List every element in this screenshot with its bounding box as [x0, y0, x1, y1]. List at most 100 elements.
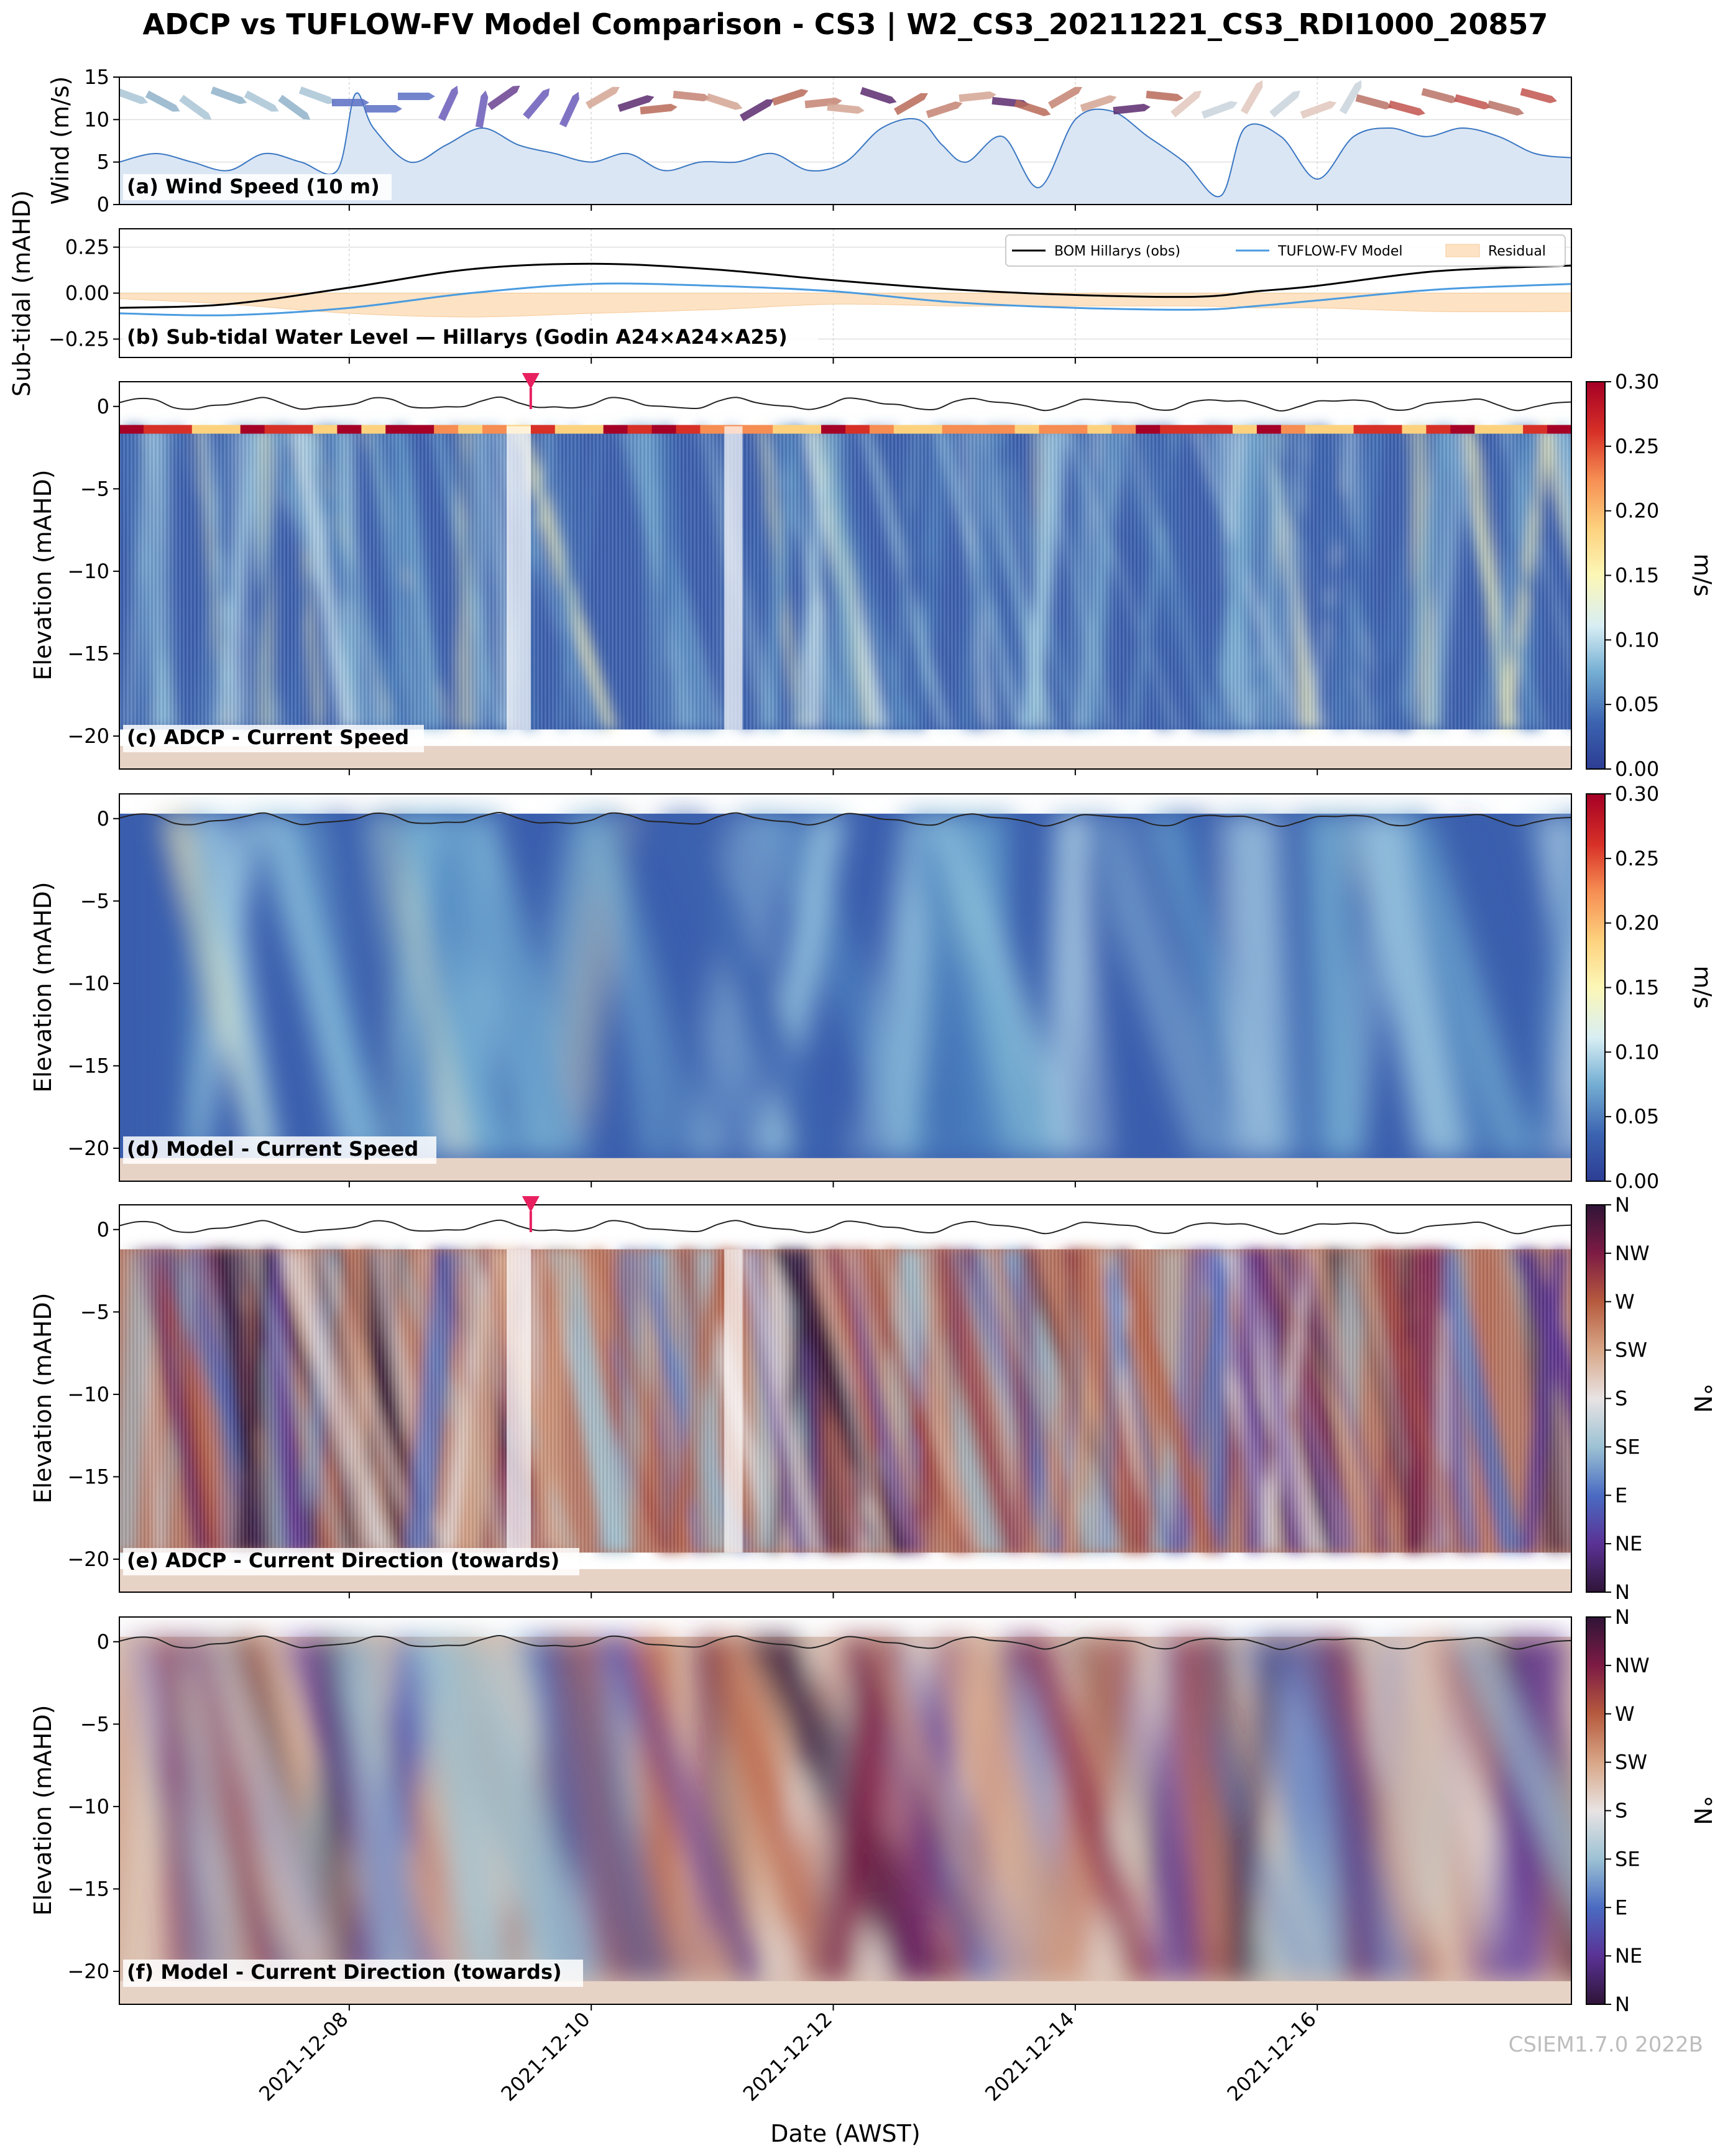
surface-bin — [797, 425, 822, 434]
surface-bin — [119, 425, 144, 434]
wind-barb — [278, 94, 311, 120]
model-line — [119, 282, 1571, 316]
colorbar-tick-label: 0.25 — [1615, 435, 1659, 458]
y-tick-label: −20 — [67, 1547, 109, 1571]
colorbar-tick-label: S — [1615, 1799, 1627, 1823]
panel-model-direction: −20 −15 −10 −5 0 Elevation (mAHD) (f) Model … — [29, 1616, 1572, 2005]
surface-bin — [748, 425, 774, 434]
heatmap-streak — [930, 813, 1088, 1158]
y-tick-label: −15 — [67, 642, 109, 665]
wind-barb-shape — [365, 105, 402, 113]
wind-barb-shape — [804, 97, 842, 109]
colorbar-tick-label: NW — [1615, 1654, 1650, 1677]
heatmap-streak — [927, 1636, 1077, 1981]
wind-barb-shape — [1146, 90, 1184, 102]
panel-label-c: (c) ADCP - Current Speed — [127, 726, 409, 749]
data-gap — [724, 1249, 743, 1553]
colorbar-model-direction: N NE E SE S SW W NW N °N — [1586, 1605, 1715, 2016]
surface-bin — [845, 425, 870, 434]
wind-barb — [119, 86, 149, 104]
y-tick-label: −15 — [67, 1054, 109, 1077]
surface-bin — [603, 425, 628, 434]
colorbar-adcp-speed-ticks: 0.00 0.05 0.10 0.15 0.20 0.25 0.30 — [1605, 370, 1659, 781]
wind-barb-shape — [438, 85, 458, 121]
figure-title: ADCP vs TUFLOW-FV Model Comparison - CS3… — [143, 7, 1548, 42]
surface-bin — [143, 425, 168, 434]
wind-speed-area — [119, 93, 1571, 205]
wind-barb-shape — [1454, 94, 1491, 109]
colorbar-model-speed-ticks: 0.00 0.05 0.10 0.15 0.20 0.25 0.30 — [1605, 782, 1659, 1193]
subtidal-y-label: Sub-tidal (mAHD) — [8, 190, 35, 397]
colorbar-tick-label: 0.20 — [1615, 911, 1659, 935]
wind-barb-shape — [1170, 90, 1202, 117]
wind-barb-shape — [1487, 100, 1524, 116]
y-tick-label: −5 — [80, 1712, 109, 1736]
surface-bin — [893, 425, 919, 434]
heatmap-texture — [119, 1249, 1571, 1553]
colorbar-adcp-direction: N NE E SE S SW W NW N °N — [1586, 1193, 1715, 1604]
wind-barb — [1454, 94, 1491, 109]
wind-barb-shape — [487, 85, 520, 111]
wind-barb — [894, 93, 928, 116]
watermark: CSIEM1.7.0 2022B — [1509, 2032, 1703, 2057]
wind-barb-shape — [586, 86, 620, 109]
colorbar-tick-label: W — [1615, 1702, 1635, 1726]
wind-barb — [1421, 88, 1458, 103]
y-tick-label: −15 — [67, 1465, 109, 1488]
wind-y-ticks: 0 5 10 15 — [84, 65, 119, 216]
data-gap — [506, 1249, 531, 1553]
wind-barb — [210, 86, 247, 104]
surface-bin — [1039, 425, 1064, 434]
wind-barb — [438, 85, 458, 121]
wind-barb — [1300, 101, 1337, 119]
colorbar-tick-label: 0.00 — [1615, 757, 1659, 781]
adcp-time-marker — [522, 373, 540, 409]
wind-barb-shape — [523, 88, 550, 119]
wind-barb — [559, 91, 579, 127]
surface-bin — [676, 425, 701, 434]
heatmap-streaks — [119, 1636, 1571, 1981]
panel-adcp-speed: −20 −15 −10 −5 0 Elevation (mAHD) (c) ADCP -… — [29, 373, 1572, 770]
heatmap-streak — [119, 1636, 142, 1876]
wind-barb-shape — [771, 89, 809, 106]
model-speed-y-ticks: −20 −15 −10 −5 0 — [67, 807, 119, 1160]
panel-label-d: (d) Model - Current Speed — [127, 1137, 418, 1161]
wind-barb — [926, 101, 963, 118]
colorbar-tick-label: 0.05 — [1615, 1105, 1659, 1128]
wind-barb-shape — [1520, 88, 1557, 103]
heatmap-streak — [600, 1636, 770, 1981]
data-gap — [506, 426, 531, 730]
heatmap-streak — [1016, 1636, 1159, 1981]
y-tick-label: −5 — [80, 1300, 109, 1324]
wind-barb-shape — [1300, 101, 1337, 119]
wind-barb — [617, 95, 655, 112]
wind-barb-shape — [1269, 90, 1300, 117]
x-tick-label: 2021-12-10 — [496, 2007, 594, 2106]
heatmap-streak — [159, 1636, 193, 1981]
y-tick-label: −5 — [80, 889, 109, 913]
wind-barb-shape — [894, 93, 928, 116]
x-axis-label: Date (AWST) — [770, 2120, 920, 2147]
colorbar-tick-label: N — [1615, 1193, 1630, 1217]
surface-bin — [579, 425, 604, 434]
wind-barb-shape — [244, 90, 279, 112]
legend-residual-label: Residual — [1488, 244, 1546, 259]
wind-barb-shape — [1355, 94, 1392, 109]
y-tick-label: 15 — [84, 65, 109, 89]
heatmap-streak — [1450, 1636, 1571, 1909]
model-dir-surface-line — [119, 1635, 1571, 1651]
wind-barb — [1170, 90, 1202, 117]
model-direction-y-label: Elevation (mAHD) — [29, 1705, 57, 1915]
heatmap-streak — [1221, 1636, 1287, 1981]
y-tick-label: −10 — [67, 1383, 109, 1406]
surface-bin — [361, 425, 387, 434]
y-tick-label: −10 — [67, 1795, 109, 1818]
heatmap-streak — [382, 813, 402, 1158]
y-tick-label: −20 — [67, 724, 109, 748]
adcp-dir-time-marker — [522, 1196, 540, 1232]
surface-bin — [917, 425, 943, 434]
heatmap-streak — [867, 1636, 1021, 1981]
wind-barb-shape — [640, 103, 678, 115]
panel-model-speed: −20 −15 −10 −5 0 Elevation (mAHD) (d) Model … — [29, 793, 1572, 1182]
